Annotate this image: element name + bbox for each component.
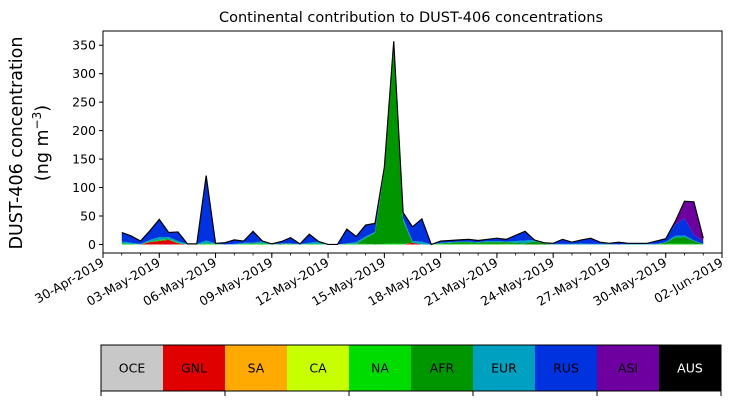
y-axis: 0 50 100 150 200 250 300 350: [72, 38, 103, 252]
legend-label-oce: OCE: [119, 361, 146, 376]
legend-swatch-afr: [411, 345, 474, 391]
y-axis-label-exponent: −3: [30, 112, 44, 130]
y-tick-label: 300: [72, 66, 96, 81]
plot-frame: [102, 30, 723, 254]
legend-frame: [100, 344, 722, 392]
y-tick-label: 250: [72, 95, 96, 110]
x-axis: 30-Apr-201903-May-201906-May-201909-May-…: [32, 253, 726, 309]
plot-areas: [121, 41, 704, 246]
legend-swatch-aus: [659, 345, 722, 391]
legend-swatch-oce: [101, 345, 164, 391]
y-axis-label-line2: (ng m−3): [30, 105, 53, 181]
legend-label-sa: SA: [248, 361, 265, 376]
legend-swatch-sa: [225, 345, 288, 391]
area-gnl: [121, 239, 704, 245]
legend-label-gnl: GNL: [181, 361, 207, 376]
legend-label-rus: RUS: [553, 361, 579, 376]
legend-label-aus: AUS: [677, 361, 703, 376]
legend-swatch-asi: [597, 345, 660, 391]
legend-swatch-na: [349, 345, 412, 391]
y-tick-label: 100: [72, 180, 96, 195]
legend-swatch-gnl: [163, 345, 226, 391]
y-tick-label: 350: [72, 38, 96, 53]
y-tick-label: 200: [72, 123, 96, 138]
y-axis-label-line1: DUST-406 concentration: [7, 37, 27, 250]
legend-label-asi: ASI: [618, 361, 638, 376]
legend-swatch-ca: [287, 345, 350, 391]
legend-label-afr: AFR: [430, 361, 455, 376]
y-tick-label: 150: [72, 152, 96, 167]
total-outline: [121, 41, 704, 246]
y-tick-label: 50: [80, 209, 96, 224]
y-axis-label-close: ): [33, 105, 53, 112]
area-rus: [121, 46, 704, 245]
y-axis-label-unit: (ng m: [33, 129, 53, 181]
chart-title: Continental contribution to DUST-406 con…: [219, 10, 603, 26]
legend-label-ca: CA: [309, 361, 327, 376]
y-tick-label: 0: [88, 237, 96, 252]
legend-colorbar: OCE GNL SA CA NA AFR EUR RUS ASI AUS: [100, 344, 722, 396]
legend-swatch-eur: [473, 345, 536, 391]
legend-swatch-rus: [535, 345, 598, 391]
legend-label-na: NA: [371, 361, 389, 376]
legend-label-eur: EUR: [491, 361, 517, 376]
